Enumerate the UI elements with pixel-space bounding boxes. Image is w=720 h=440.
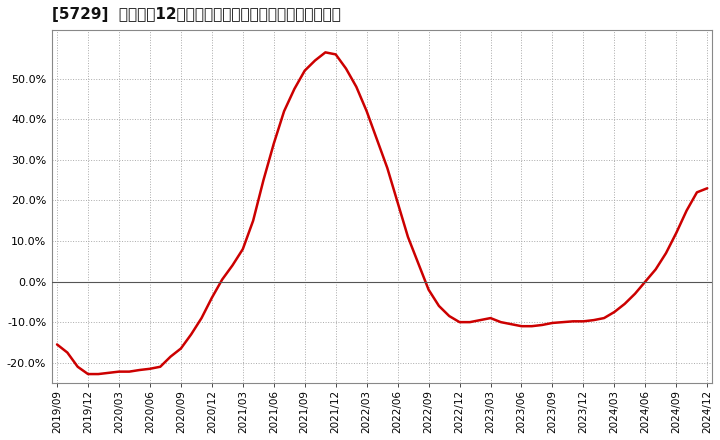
Text: [5729]  売上高の12か月移動合計の対前年同期増減率の推移: [5729] 売上高の12か月移動合計の対前年同期増減率の推移 xyxy=(52,7,341,22)
